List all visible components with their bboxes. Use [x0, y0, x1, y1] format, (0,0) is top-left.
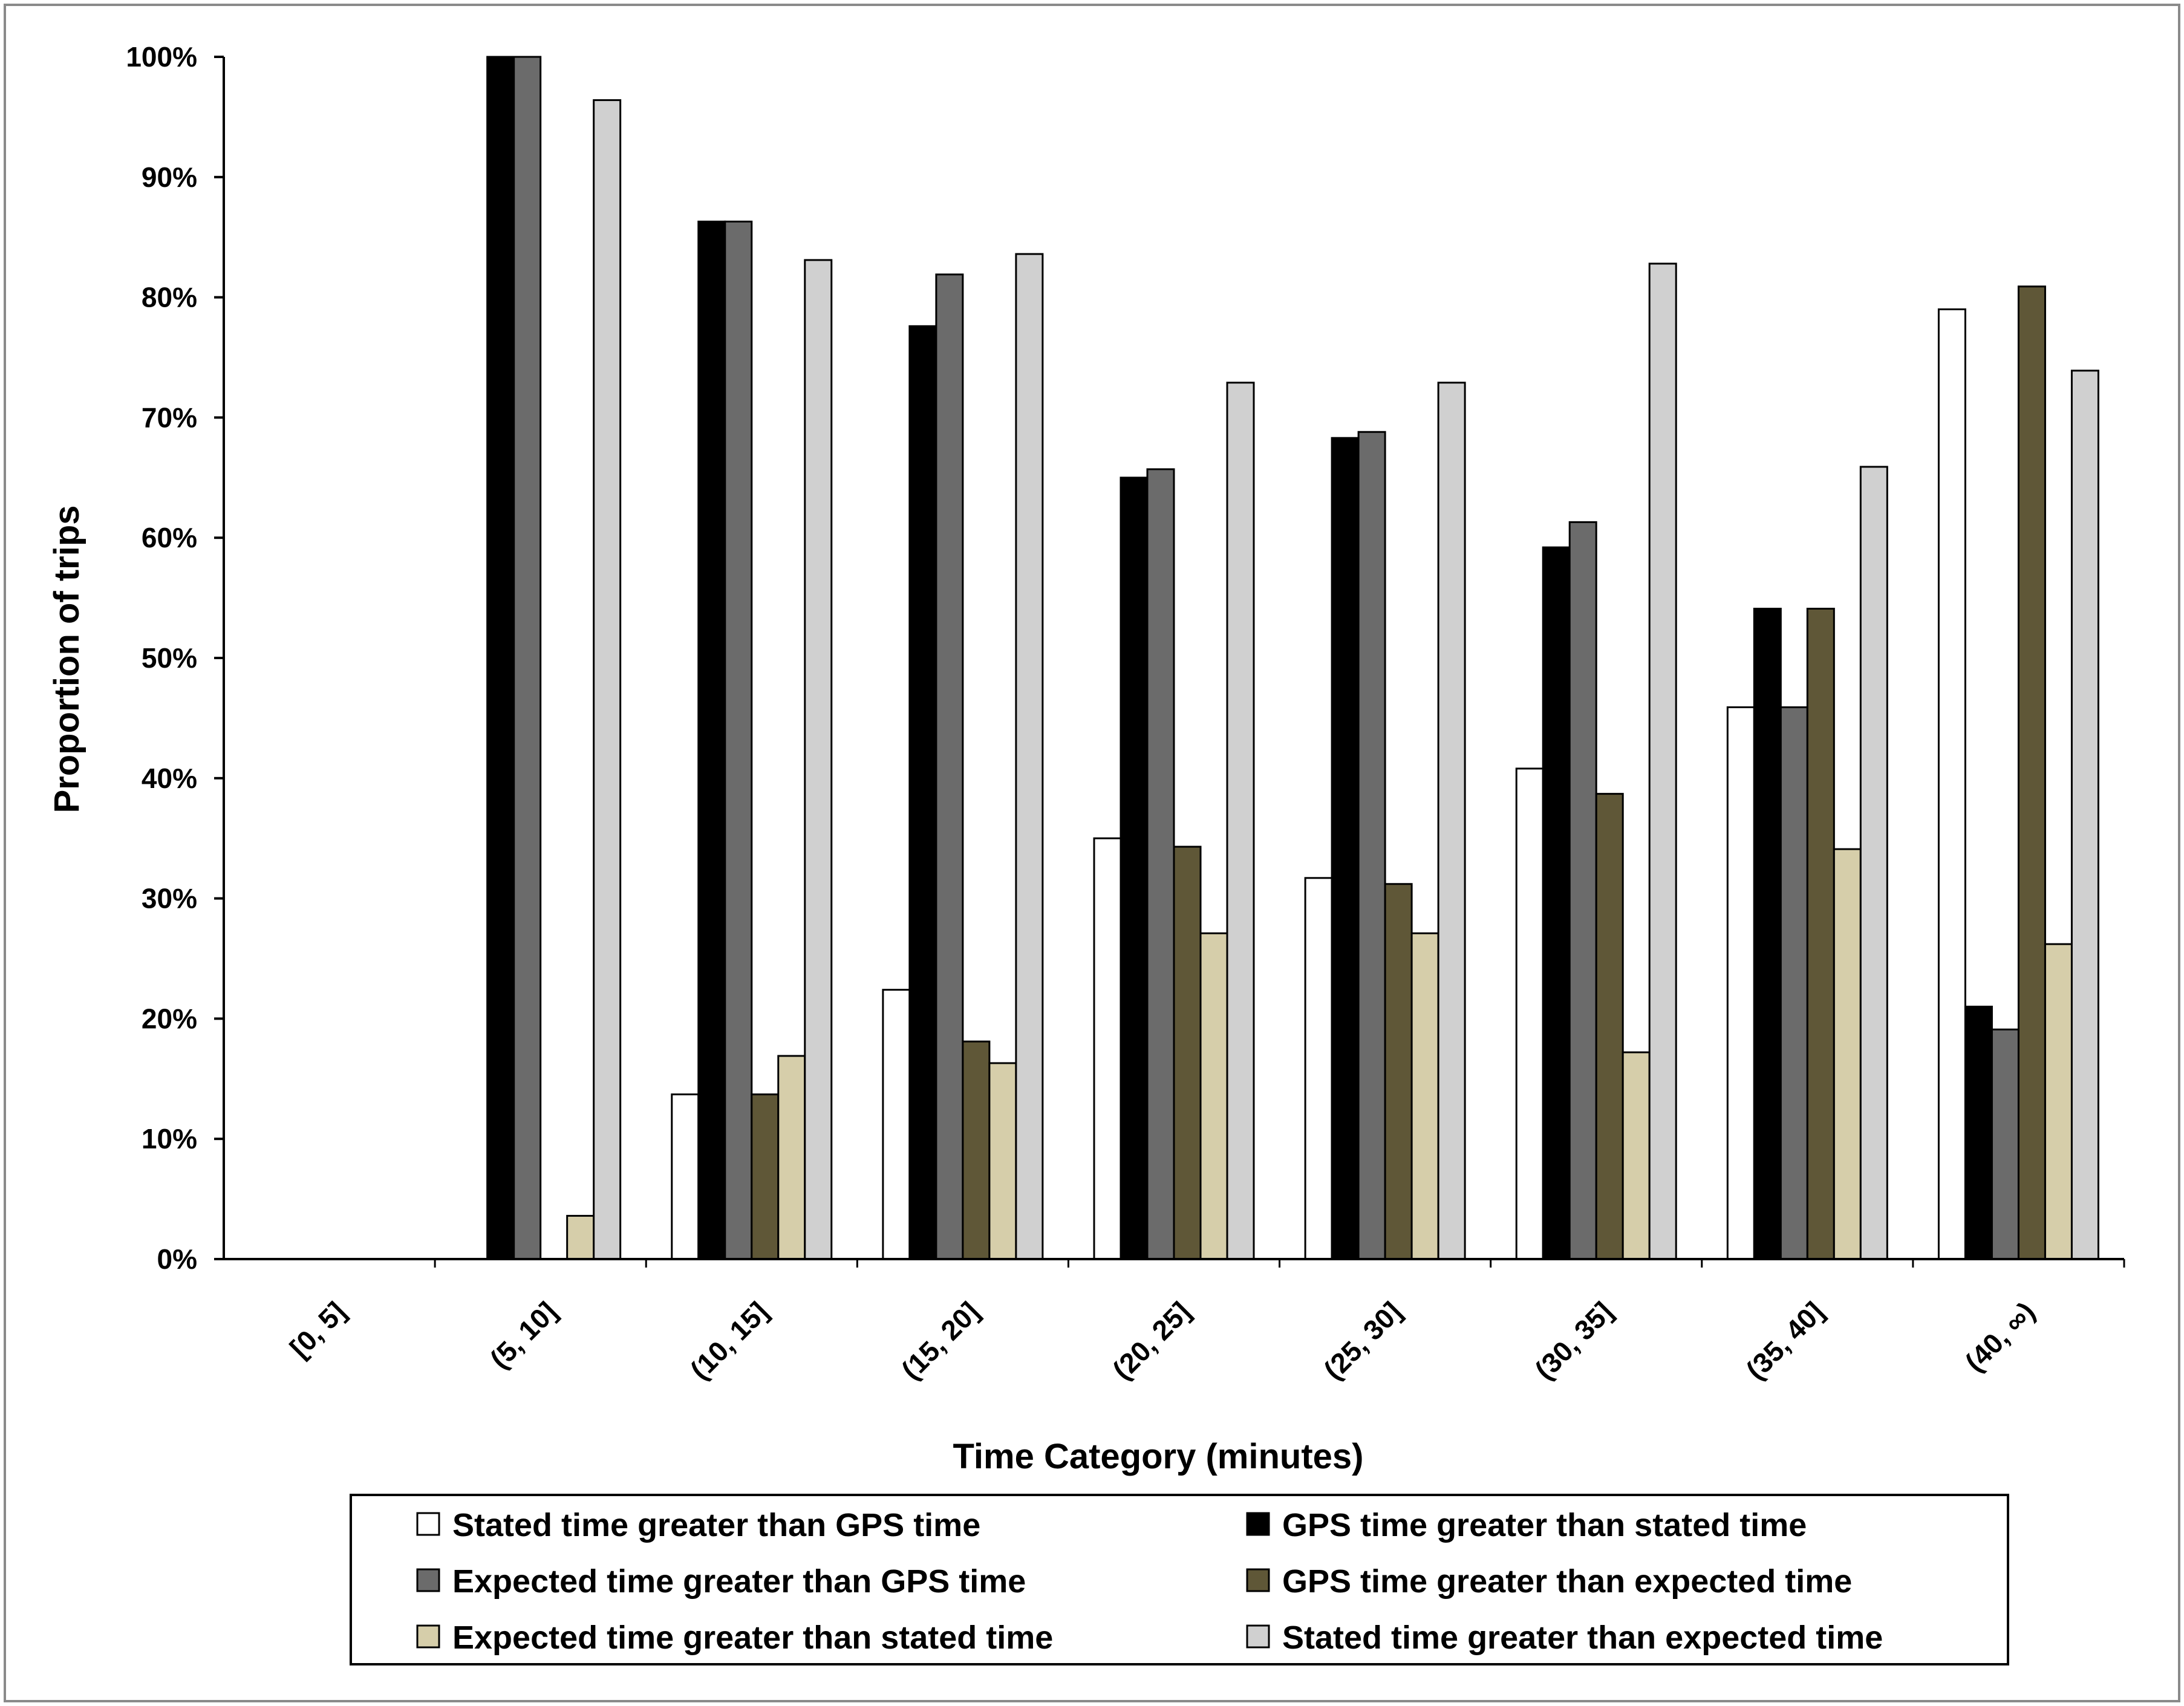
- bar-1-cat-3: [671, 1093, 700, 1260]
- bar-6-cat-6: [1437, 382, 1466, 1260]
- bar-5-cat-5: [1199, 932, 1228, 1260]
- y-axis-title: Proportion of trips: [47, 505, 86, 813]
- bar-1-cat-8: [1726, 706, 1755, 1260]
- bar-4-cat-4: [962, 1040, 991, 1260]
- legend-label-5: Expected time greater than stated time: [452, 1620, 1053, 1656]
- bar-4-cat-6: [1384, 883, 1413, 1260]
- bar-4-cat-3: [751, 1093, 780, 1260]
- x-axis-title: Time Category (minutes): [953, 1437, 1364, 1476]
- legend: Stated time greater than GPS time GPS tim…: [350, 1494, 2009, 1665]
- y-tick-label: 90%: [142, 161, 197, 193]
- bars: [486, 56, 2099, 1260]
- bar-3-cat-9: [1990, 1028, 2019, 1260]
- legend-swatch-1: [416, 1512, 440, 1536]
- legend-label-3: Expected time greater than GPS time: [452, 1563, 1026, 1600]
- bar-3-cat-5: [1146, 468, 1175, 1260]
- bar-4-cat-5: [1173, 845, 1202, 1260]
- y-tick-label: 60%: [142, 522, 197, 553]
- bar-1-cat-9: [1937, 308, 1966, 1260]
- y-tick-label: 20%: [142, 1003, 197, 1034]
- bar-6-cat-5: [1226, 382, 1255, 1260]
- y-tick-label: 100%: [126, 41, 197, 73]
- legend-box: [350, 1494, 2009, 1665]
- bar-5-cat-8: [1833, 848, 1862, 1260]
- legend-swatch-6: [1246, 1624, 1270, 1649]
- bar-2-cat-9: [1964, 1006, 1993, 1260]
- bar-6-cat-7: [1648, 262, 1677, 1260]
- bar-5-cat-7: [1622, 1051, 1651, 1260]
- bar-3-cat-3: [724, 220, 753, 1260]
- y-tick-label: 70%: [142, 402, 197, 433]
- y-tick-label: 0%: [157, 1243, 197, 1275]
- legend-label-6: Stated time greater than expected time: [1282, 1620, 1883, 1656]
- bar-2-cat-7: [1542, 546, 1571, 1260]
- bar-3-cat-6: [1357, 431, 1386, 1260]
- y-axis-ticks: 0% 10% 20% 30% 40% 50% 60% 70% 80% 90% 100%: [126, 41, 224, 1275]
- y-tick-label: 40%: [142, 763, 197, 794]
- bar-2-cat-4: [908, 325, 937, 1260]
- bar-3-cat-4: [935, 273, 964, 1260]
- bar-3-cat-7: [1568, 521, 1597, 1260]
- bar-5-cat-2: [566, 1214, 595, 1260]
- bar-1-cat-4: [882, 989, 911, 1260]
- bar-4-cat-9: [2017, 285, 2046, 1260]
- bar-5-cat-9: [2044, 943, 2073, 1260]
- legend-label-2: GPS time greater than stated time: [1282, 1507, 1807, 1543]
- bar-4-cat-8: [1806, 607, 1835, 1260]
- bar-6-cat-2: [593, 99, 622, 1260]
- bar-6-cat-9: [2070, 370, 2099, 1260]
- y-tick-label: 50%: [142, 642, 197, 674]
- legend-swatch-5: [416, 1624, 440, 1649]
- bar-5-cat-3: [777, 1055, 806, 1260]
- legend-swatch-2: [1246, 1512, 1270, 1536]
- bar-1-cat-5: [1093, 837, 1122, 1260]
- y-tick-label: 10%: [142, 1123, 197, 1154]
- legend-label-4: GPS time greater than expected time: [1282, 1563, 1852, 1600]
- legend-swatch-3: [416, 1568, 440, 1592]
- bar-3-cat-2: [513, 56, 542, 1260]
- bar-4-cat-7: [1595, 793, 1624, 1260]
- bar-2-cat-2: [486, 56, 515, 1260]
- bar-6-cat-4: [1015, 253, 1044, 1260]
- bar-2-cat-8: [1753, 607, 1782, 1260]
- y-tick-label: 80%: [142, 282, 197, 313]
- legend-swatch-4: [1246, 1568, 1270, 1592]
- bar-6-cat-3: [804, 259, 833, 1260]
- bar-2-cat-6: [1331, 437, 1360, 1260]
- bar-5-cat-4: [988, 1062, 1017, 1260]
- legend-label-1: Stated time greater than GPS time: [452, 1507, 980, 1543]
- bar-1-cat-7: [1515, 767, 1544, 1260]
- bar-6-cat-8: [1859, 466, 1888, 1260]
- y-tick-label: 30%: [142, 883, 197, 914]
- bar-5-cat-6: [1410, 932, 1439, 1260]
- bar-2-cat-3: [697, 220, 726, 1260]
- bar-2-cat-5: [1120, 477, 1149, 1260]
- bar-1-cat-6: [1304, 877, 1333, 1260]
- bar-3-cat-8: [1779, 706, 1808, 1260]
